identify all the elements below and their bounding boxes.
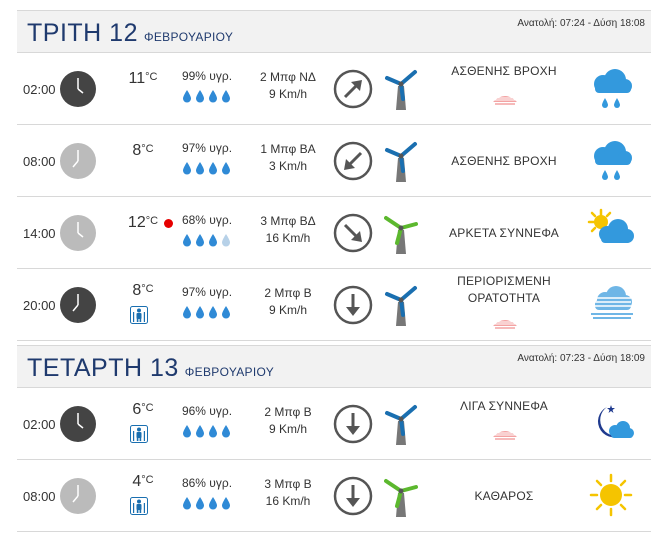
wind-turbine-icon	[385, 405, 417, 445]
humidity: 96% υγρ.	[181, 404, 233, 418]
humidity: 68% υγρ.	[181, 213, 233, 227]
forecast-time: 14:00	[23, 226, 56, 241]
forecast-time: 02:00	[23, 82, 56, 97]
weather-condition: ΑΡΚΕΤΑ ΣΥΝΝΕΦΑ	[449, 226, 559, 240]
wind-turbine-icon	[385, 286, 417, 326]
night-clock-icon	[60, 287, 96, 323]
humidity-drops-icon	[183, 306, 230, 319]
night-clock-icon	[60, 406, 96, 442]
cold-person-icon	[130, 425, 148, 443]
sunrise-sunset: Ανατολή: 07:23 - Δύση 18:09	[517, 353, 645, 364]
weather-condition: ΑΣΘΕΝΗΣ ΒΡΟΧΗ	[451, 64, 557, 78]
rain-alert-icon	[493, 96, 517, 105]
weather-condition: ΛΙΓΑ ΣΥΝΝΕΦΑ	[460, 399, 548, 413]
rain-cloud-icon	[594, 69, 632, 108]
weather-condition: ΠΕΡΙΟΡΙΣΜΕΝΗ ΟΡΑΤΟΤΗΤΑ	[457, 274, 551, 305]
forecast-row: 08:00 8°C 97% υγρ. 1 Μπφ ΒΑ 3 Km/h ΑΣΘΕΝΗ…	[17, 126, 651, 197]
wind-direction-sw-icon	[333, 141, 373, 181]
sun-icon	[589, 473, 633, 517]
temperature: 8°C	[132, 142, 154, 159]
wind-turbine-icon	[384, 216, 418, 254]
humidity: 97% υγρ.	[181, 285, 233, 299]
rain-alert-icon	[493, 431, 517, 440]
weather-condition: ΚΑΘΑΡΟΣ	[474, 489, 534, 503]
wind-direction-ne-icon	[333, 69, 373, 109]
humidity: 97% υγρ.	[181, 141, 233, 155]
day-clock-icon	[60, 478, 96, 514]
forecast-time: 20:00	[23, 298, 56, 313]
rain-alert-icon	[493, 320, 517, 329]
day-header-wednesday: ΤΕΤΑΡΤΗ 13 ΦΕΒΡΟΥΑΡΙΟΥ Ανατολή: 07:23 - Δ…	[17, 345, 651, 388]
wind-info: 1 Μπφ ΒΑ 3 Km/h	[260, 142, 316, 173]
wind-direction-se-icon	[333, 213, 373, 253]
temperature: 8°C	[132, 282, 154, 299]
forecast-time: 08:00	[23, 489, 56, 504]
weather-condition: ΑΣΘΕΝΗΣ ΒΡΟΧΗ	[451, 154, 557, 168]
temperature: 12°C	[119, 214, 173, 232]
wind-direction-s-icon	[333, 476, 373, 516]
humidity-drops-icon	[183, 425, 230, 438]
forecast-row: 02:00 11°C 99% υγρ. 2 Μπφ ΝΔ 9 Km/h ΑΣΘΕΝ…	[17, 54, 651, 125]
rain-cloud-icon	[594, 141, 632, 180]
day-month: ΦΕΒΡΟΥΑΡΙΟΥ	[184, 365, 275, 379]
heat-alert-dot	[164, 219, 173, 228]
wind-info: 3 Μπφ ΒΔ 16 Km/h	[260, 214, 316, 245]
night-clock-icon	[60, 71, 96, 107]
day-clock-icon	[60, 143, 96, 179]
humidity-drops-icon	[183, 90, 230, 103]
humidity-drops-icon	[183, 234, 230, 247]
day-clock-icon	[60, 215, 96, 251]
wind-turbine-icon	[385, 142, 417, 182]
day-title: ΤΡΙΤΗ 12 ΦΕΒΡΟΥΑΡΙΟΥ	[27, 19, 234, 47]
wind-direction-s-icon	[333, 404, 373, 444]
day-header-tuesday: ΤΡΙΤΗ 12 ΦΕΒΡΟΥΑΡΙΟΥ Ανατολή: 07:24 - Δύσ…	[17, 10, 651, 53]
moon-cloud-icon	[597, 405, 634, 438]
temperature: 4°C	[132, 473, 154, 490]
fog-icon	[591, 286, 633, 319]
humidity-drops-icon	[183, 497, 230, 510]
forecast-time: 08:00	[23, 154, 56, 169]
humidity: 99% υγρ.	[181, 69, 233, 83]
sunrise-sunset: Ανατολή: 07:24 - Δύση 18:08	[517, 18, 645, 29]
cold-person-icon	[130, 497, 148, 515]
forecast-time: 02:00	[23, 417, 56, 432]
day-month: ΦΕΒΡΟΥΑΡΙΟΥ	[143, 30, 234, 44]
wind-turbine-icon	[385, 70, 417, 110]
temperature: 6°C	[132, 401, 154, 418]
wind-info: 3 Μπφ Β 16 Km/h	[264, 477, 312, 508]
sun-cloud-icon	[587, 208, 634, 243]
day-title: ΤΕΤΑΡΤΗ 13 ΦΕΒΡΟΥΑΡΙΟΥ	[27, 354, 275, 382]
forecast-row: 14:00 12°C 68% υγρ. 3 Μπφ ΒΔ 16 Km/h ΑΡΚΕ…	[17, 198, 651, 269]
wind-turbine-icon	[384, 479, 418, 517]
cold-person-icon	[130, 306, 148, 324]
wind-info: 2 Μπφ ΝΔ 9 Km/h	[260, 70, 316, 101]
wind-direction-s-icon	[333, 285, 373, 325]
humidity-drops-icon	[183, 162, 230, 175]
humidity: 86% υγρ.	[181, 476, 233, 490]
forecast-row: 08:00 4°C 86% υγρ. 3 Μπφ Β 16 Km/h ΚΑΘΑΡΟ…	[17, 461, 651, 532]
temperature: 11°C	[128, 70, 158, 87]
